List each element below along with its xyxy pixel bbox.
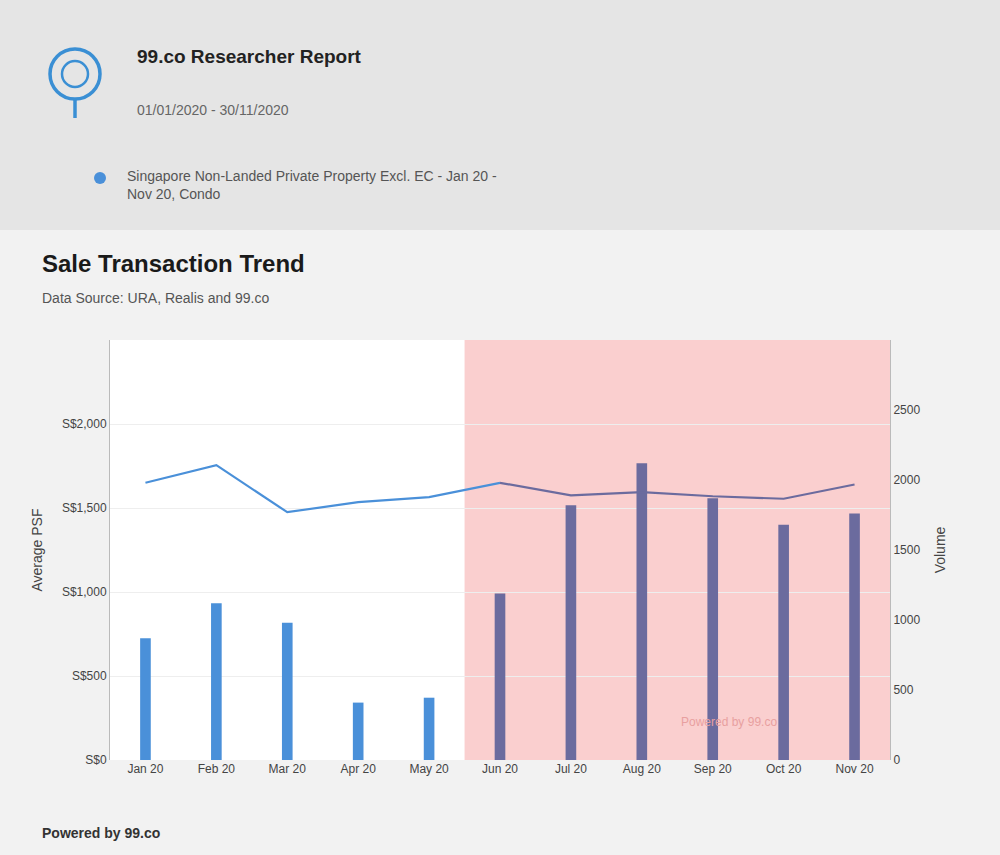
svg-text:Volume: Volume xyxy=(932,526,948,573)
svg-text:Sep 20: Sep 20 xyxy=(694,762,732,776)
svg-text:Jul 20: Jul 20 xyxy=(555,762,587,776)
svg-text:Aug 20: Aug 20 xyxy=(623,762,661,776)
svg-text:2500: 2500 xyxy=(893,403,920,417)
svg-text:S$1,500: S$1,500 xyxy=(62,501,107,515)
svg-text:Data Source: URA, Realis and 9: Data Source: URA, Realis and 99.co xyxy=(42,290,269,306)
svg-text:99.co Researcher Report: 99.co Researcher Report xyxy=(137,46,362,67)
svg-text:Jan 20: Jan 20 xyxy=(127,762,163,776)
svg-text:Powered by 99.co: Powered by 99.co xyxy=(42,825,160,841)
svg-text:S$0: S$0 xyxy=(85,753,107,767)
svg-text:Jun 20: Jun 20 xyxy=(482,762,518,776)
svg-text:2000: 2000 xyxy=(893,473,920,487)
svg-text:May 20: May 20 xyxy=(409,762,449,776)
svg-text:Mar 20: Mar 20 xyxy=(269,762,307,776)
svg-text:1500: 1500 xyxy=(893,543,920,557)
svg-text:S$2,000: S$2,000 xyxy=(62,417,107,431)
svg-text:1000: 1000 xyxy=(893,613,920,627)
svg-text:Singapore Non-Landed Private P: Singapore Non-Landed Private Property Ex… xyxy=(127,168,497,202)
svg-text:S$1,000: S$1,000 xyxy=(62,585,107,599)
svg-text:01/01/2020 - 30/11/2020: 01/01/2020 - 30/11/2020 xyxy=(137,102,289,118)
svg-text:Oct 20: Oct 20 xyxy=(766,762,802,776)
svg-text:Nov 20: Nov 20 xyxy=(836,762,874,776)
svg-text:Apr 20: Apr 20 xyxy=(341,762,377,776)
svg-text:S$500: S$500 xyxy=(72,669,107,683)
svg-text:Sale Transaction Trend: Sale Transaction Trend xyxy=(42,250,305,277)
svg-text:0: 0 xyxy=(893,753,900,767)
svg-text:500: 500 xyxy=(893,683,913,697)
svg-text:Powered by 99.co: Powered by 99.co xyxy=(681,715,777,729)
svg-text:Average PSF: Average PSF xyxy=(29,508,45,591)
svg-text:Feb 20: Feb 20 xyxy=(198,762,236,776)
